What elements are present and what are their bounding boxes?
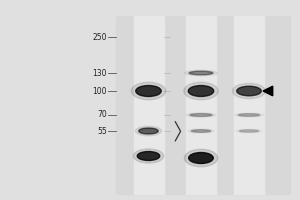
Ellipse shape	[136, 86, 161, 97]
Ellipse shape	[190, 114, 212, 116]
Ellipse shape	[189, 152, 213, 164]
Bar	[234, 16, 264, 194]
Polygon shape	[263, 86, 273, 96]
Ellipse shape	[137, 152, 160, 160]
Text: 130: 130	[92, 68, 107, 77]
Ellipse shape	[189, 71, 213, 75]
Bar	[186, 16, 216, 194]
Bar	[116, 16, 290, 194]
Text: 70: 70	[97, 110, 107, 119]
Text: 55: 55	[97, 127, 107, 136]
Ellipse shape	[191, 130, 211, 132]
Text: 100: 100	[92, 86, 107, 96]
Ellipse shape	[139, 128, 158, 134]
Ellipse shape	[188, 86, 214, 97]
Ellipse shape	[184, 82, 218, 100]
Bar	[134, 16, 164, 194]
Ellipse shape	[237, 86, 261, 96]
Ellipse shape	[133, 149, 164, 163]
Ellipse shape	[232, 83, 266, 99]
Ellipse shape	[131, 82, 166, 100]
Ellipse shape	[239, 130, 259, 132]
Ellipse shape	[185, 70, 217, 76]
Ellipse shape	[238, 114, 260, 116]
Ellipse shape	[135, 126, 162, 136]
Ellipse shape	[184, 149, 218, 167]
Text: 250: 250	[92, 32, 107, 42]
